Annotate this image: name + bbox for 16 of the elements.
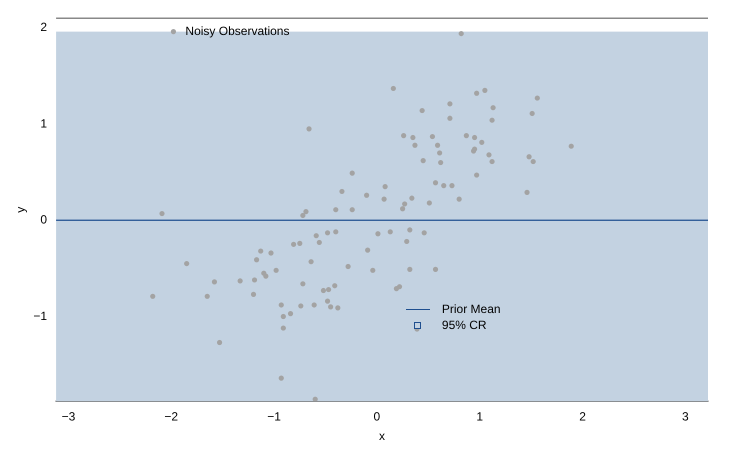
x-tick-label: 1 [476,410,484,424]
legend-label: Prior Mean [442,302,501,316]
y-tick-label: 1 [40,116,48,130]
x-tick-label: 3 [682,410,690,424]
x-tick-label: −3 [62,410,76,424]
x-tick-label: 0 [374,410,381,424]
band-label: 95% CR [442,318,487,332]
x-axis-title: x [379,429,386,444]
x-tick-label: −2 [164,410,178,424]
y-tick-label: 2 [40,20,48,34]
y-axis-title: y [14,206,28,213]
legend-label: Noisy Observations [185,24,290,38]
x-tick-label: −1 [267,410,282,424]
y-tick-label: −1 [33,308,48,323]
y-tick-label: 0 [40,212,48,227]
x-tick-label: 2 [579,410,586,424]
